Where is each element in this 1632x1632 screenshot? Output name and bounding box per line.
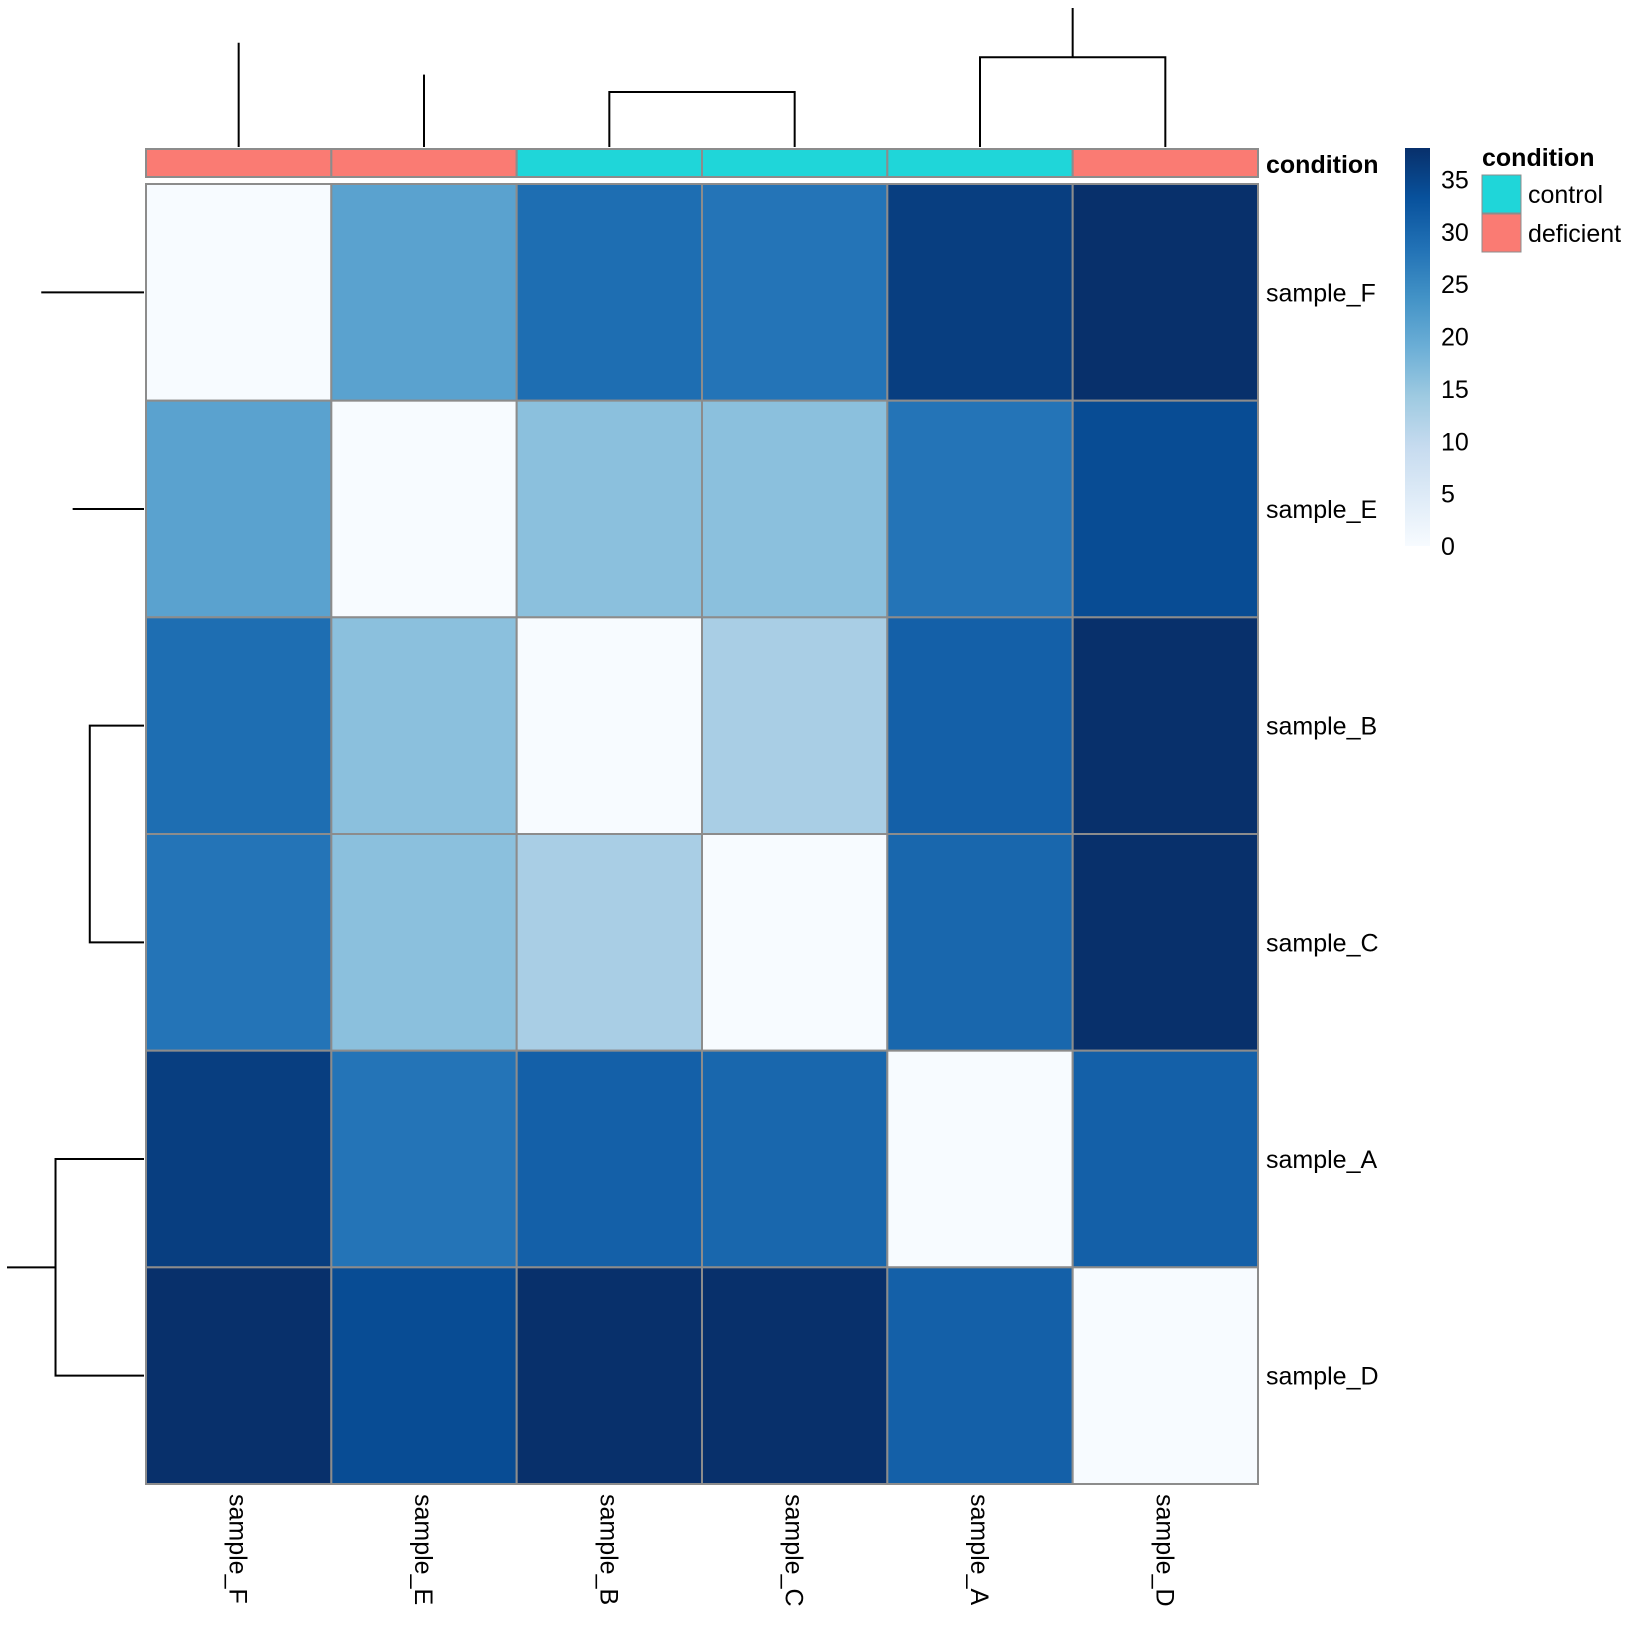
row-label: sample_F [1266, 279, 1376, 307]
column-label: sample_E [409, 1494, 437, 1605]
heatmap-cell-sample_D-sample_A [886, 1266, 1074, 1486]
color-scale-tick-label: 25 [1441, 271, 1469, 299]
legend-swatch-deficient [1481, 213, 1522, 253]
heatmap-cell-sample_A-sample_B [515, 1049, 704, 1269]
annotation-cell-sample_D [1071, 148, 1259, 178]
color-scale-tick-label: 20 [1441, 324, 1469, 352]
heatmap-cell-sample_C-sample_C [701, 833, 889, 1052]
heatmap-cell-sample_F-sample_E [330, 183, 518, 402]
heatmap-cell-sample_A-sample_E [330, 1049, 518, 1269]
color-scale-tick-label: 30 [1441, 219, 1469, 247]
heatmap-cell-sample_B-sample_E [330, 616, 518, 835]
column-label: sample_D [1150, 1494, 1178, 1607]
heatmap-cell-sample_D-sample_F [145, 1266, 333, 1486]
dendrogram-branch [979, 56, 1167, 147]
heatmap-cell-sample_D-sample_B [515, 1266, 704, 1486]
color-scale-tick-label: 0 [1441, 533, 1455, 561]
row-label: sample_A [1266, 1146, 1377, 1174]
heatmap-cell-sample_E-sample_B [515, 399, 704, 619]
heatmap-cell-sample_A-sample_D [1071, 1049, 1259, 1269]
annotation-cell-sample_A [886, 148, 1074, 178]
heatmap-border [145, 183, 1259, 1485]
legend-label-deficient: deficient [1528, 220, 1621, 248]
annotation-cell-sample_F [145, 148, 333, 178]
heatmap-cell-sample_E-sample_F [145, 399, 333, 619]
heatmap-cell-sample_C-sample_B [515, 833, 704, 1052]
row-labels: sample_F sample_E sample_B sample_C sample_A… [1266, 279, 1379, 1390]
heatmap-cell-sample_E-sample_E [330, 399, 518, 619]
annotation-cell-sample_E [330, 148, 518, 178]
heatmap-cell-sample_D-sample_D [1071, 1266, 1259, 1486]
column-label: sample_A [965, 1494, 993, 1605]
dendrogram-branch [54, 1158, 144, 1377]
column-label: sample_C [780, 1494, 808, 1607]
color-scale-tick-label: 35 [1441, 166, 1469, 194]
row-label: sample_B [1266, 713, 1377, 741]
heatmap-cell-sample_B-sample_A [886, 616, 1074, 835]
heatmap-cell-sample_F-sample_C [701, 183, 889, 402]
color-scale-tick-label: 5 [1441, 481, 1455, 509]
annotation-cell-sample_B [515, 148, 704, 178]
row-label: sample_C [1266, 929, 1379, 957]
legend-label-control: control [1528, 181, 1603, 209]
heatmap-cell-sample_C-sample_E [330, 833, 518, 1052]
annotation-track-label: condition [1266, 151, 1378, 179]
heatmap-cell-sample_C-sample_F [145, 833, 333, 1052]
heatmap-cell-sample_A-sample_F [145, 1049, 333, 1269]
dendrogram-branch [88, 724, 144, 944]
heatmap-cell-sample_B-sample_C [701, 616, 889, 835]
legend-title: condition [1482, 144, 1594, 172]
row-label: sample_E [1266, 496, 1377, 524]
color-scale-tick-label: 15 [1441, 376, 1469, 404]
heatmap-cell-sample_E-sample_D [1071, 399, 1259, 619]
heatmap-cell-sample_D-sample_C [701, 1266, 889, 1486]
heatmap-cell-sample_F-sample_A [886, 183, 1074, 402]
color-scale-ticks: 0 5 10 15 20 25 30 35 [1441, 166, 1469, 561]
heatmap-cell-sample_F-sample_B [515, 183, 704, 402]
color-scale-bar [1405, 148, 1430, 546]
annotation-cell-sample_C [701, 148, 889, 178]
condition-legend: control deficient [1481, 174, 1621, 253]
column-dendrogram [237, 8, 1167, 147]
dendrogram-branch [608, 90, 796, 147]
color-scale-tick-label: 10 [1441, 428, 1469, 456]
heatmap-cell-sample_B-sample_B [515, 616, 704, 835]
column-label: sample_F [224, 1494, 252, 1604]
heatmap-cell-sample_F-sample_F [145, 183, 333, 402]
heatmap-cell-sample_C-sample_D [1071, 833, 1259, 1052]
heatmap-cell-sample_E-sample_C [701, 399, 889, 619]
legend-swatch-control [1481, 174, 1522, 214]
row-label: sample_D [1266, 1363, 1379, 1391]
row-dendrogram [7, 291, 144, 1377]
condition-annotation-bar [145, 148, 1259, 178]
heatmap-cell-sample_D-sample_E [330, 1266, 518, 1486]
heatmap-cell-sample_B-sample_D [1071, 616, 1259, 835]
heatmap-cell-sample_E-sample_A [886, 399, 1074, 619]
column-labels: sample_F sample_E sample_B sample_C sample_A… [224, 1494, 1179, 1607]
heatmap-cell-sample_A-sample_C [701, 1049, 889, 1269]
heatmap-cell-sample_F-sample_D [1071, 183, 1259, 402]
column-label: sample_B [594, 1494, 622, 1605]
heatmap-cell-sample_A-sample_A [886, 1049, 1074, 1269]
heatmap-cells [145, 183, 1259, 1486]
heatmap-cell-sample_B-sample_F [145, 616, 333, 835]
heatmap-cell-sample_C-sample_A [886, 833, 1074, 1052]
